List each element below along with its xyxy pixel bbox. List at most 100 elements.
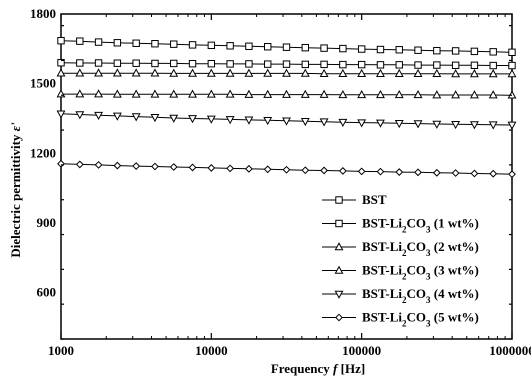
- data-point: [94, 160, 103, 169]
- data-point: [320, 44, 328, 52]
- data-point: [94, 111, 104, 121]
- data-point: [282, 165, 291, 174]
- data-point: [226, 60, 234, 68]
- data-point: [282, 89, 291, 98]
- legend-label: BST-Li2CO3 (4 wt%): [362, 286, 479, 305]
- data-point: [170, 40, 178, 48]
- data-point: [320, 166, 328, 175]
- data-point: [170, 59, 178, 68]
- legend-entry: BST-Li2CO3 (3 wt%): [322, 263, 479, 282]
- data-point: [113, 59, 122, 67]
- data-point: [151, 59, 159, 68]
- data-point: [113, 161, 122, 170]
- data-point: [376, 89, 385, 99]
- data-point: [489, 169, 498, 178]
- data-point: [169, 163, 178, 171]
- data-point: [225, 68, 235, 77]
- data-point: [469, 121, 479, 130]
- data-point: [151, 40, 159, 48]
- data-point: [244, 89, 254, 98]
- data-point: [338, 167, 347, 175]
- data-point: [432, 120, 442, 129]
- data-point: [394, 120, 404, 129]
- data-point: [376, 61, 385, 69]
- data-point: [169, 114, 179, 123]
- data-point: [94, 68, 104, 77]
- data-point: [188, 59, 197, 68]
- x-tick-label: 1000000: [489, 343, 531, 358]
- data-point: [263, 89, 273, 98]
- data-point: [188, 163, 197, 172]
- data-point: [414, 61, 422, 69]
- data-point: [75, 89, 85, 98]
- data-point: [131, 113, 141, 122]
- y-tick-label: 1800: [30, 6, 56, 21]
- data-point: [112, 112, 122, 121]
- data-point: [264, 43, 272, 51]
- series-1: [57, 36, 516, 57]
- data-point: [432, 90, 442, 99]
- data-point: [300, 117, 310, 127]
- data-point: [169, 89, 179, 98]
- legend: BST BST-Li2CO3 (1 wt%) BST-Li2CO3 (2 wt%) B…: [322, 192, 479, 329]
- data-point: [113, 39, 122, 47]
- data-point: [451, 61, 460, 70]
- data-point: [339, 44, 347, 53]
- data-point: [282, 68, 291, 77]
- data-point: [75, 160, 84, 169]
- data-point: [507, 121, 517, 130]
- data-point: [132, 39, 140, 47]
- legend-label: BST-Li2CO3 (3 wt%): [362, 263, 479, 282]
- data-point: [75, 68, 85, 77]
- data-point: [338, 118, 348, 128]
- series-layer: [56, 36, 517, 179]
- data-point: [508, 61, 516, 70]
- data-point: [301, 166, 310, 175]
- data-point: [470, 47, 479, 56]
- data-point: [469, 90, 479, 99]
- data-point: [301, 43, 309, 52]
- data-point: [94, 89, 104, 98]
- data-point: [319, 118, 329, 127]
- data-point: [470, 61, 479, 70]
- data-point: [263, 68, 273, 77]
- data-point: [150, 68, 160, 77]
- data-point: [357, 45, 366, 53]
- data-point: [207, 164, 216, 172]
- series-4: [56, 89, 517, 99]
- data-point: [319, 89, 329, 98]
- data-point: [245, 42, 253, 50]
- x-axis-title: Frequency f [Hz]: [271, 361, 365, 376]
- data-point: [414, 168, 422, 177]
- data-point: [188, 41, 197, 49]
- data-point: [413, 120, 423, 129]
- legend-entry: BST-Li2CO3 (4 wt%): [322, 286, 479, 305]
- data-point: [451, 120, 461, 130]
- y-axis: 600 900 1200 1500 1800: [30, 6, 512, 340]
- data-point: [263, 165, 272, 174]
- data-point: [56, 68, 66, 77]
- legend-entry: BST-Li2CO3 (1 wt%): [322, 216, 479, 235]
- data-point: [376, 167, 385, 176]
- data-point: [394, 68, 404, 77]
- data-point: [56, 89, 66, 98]
- data-point: [188, 68, 197, 77]
- data-point: [339, 60, 347, 69]
- data-point: [169, 68, 179, 77]
- x-tick-label: 10000: [195, 343, 228, 358]
- data-point: [395, 46, 403, 54]
- data-point: [151, 162, 159, 171]
- legend-marker: [335, 219, 343, 228]
- data-point: [451, 90, 461, 99]
- data-point: [338, 89, 348, 99]
- data-point: [206, 115, 216, 124]
- data-point: [94, 59, 103, 67]
- data-point: [225, 89, 235, 98]
- y-axis-title: Dielectric permittivity ε': [8, 122, 23, 258]
- data-point: [413, 89, 423, 99]
- data-point: [507, 69, 517, 78]
- y-tick-label: 600: [37, 285, 57, 300]
- data-point: [76, 59, 84, 67]
- data-point: [488, 69, 498, 78]
- series-3: [56, 68, 517, 78]
